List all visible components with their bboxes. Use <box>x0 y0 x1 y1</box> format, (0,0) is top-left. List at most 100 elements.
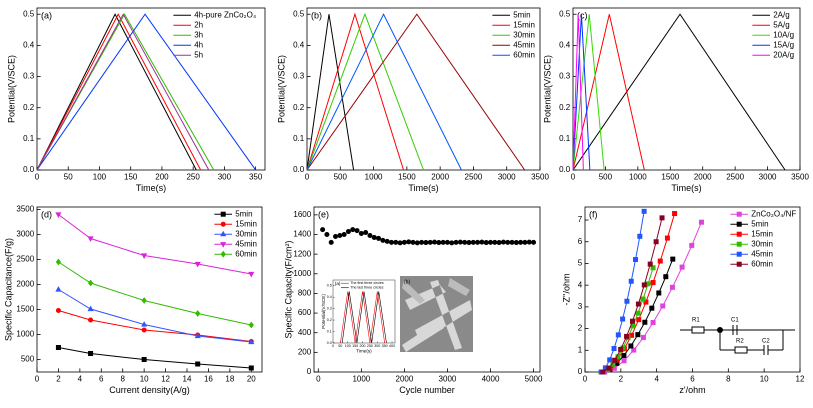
legend-label: ZnCo₂O₄/NF <box>751 209 796 218</box>
x-tick-label: 200 <box>360 344 366 348</box>
marker <box>620 316 626 322</box>
x-tick-label: 6 <box>690 374 695 383</box>
legend-label: 4h-pure ZnCo₂O₄ <box>194 10 256 19</box>
y-tick-label: 0.5 <box>293 9 305 18</box>
panel-label: (c) <box>577 10 588 20</box>
series-line <box>36 13 202 171</box>
x-tick-label: 5000 <box>525 374 543 383</box>
marker <box>354 228 360 234</box>
legend-label: 30min <box>235 229 257 238</box>
y-axis-title: Specific Capacitance(F/g) <box>3 238 13 341</box>
marker <box>612 357 618 363</box>
marker <box>367 232 373 238</box>
marker <box>384 238 390 244</box>
series-line <box>572 14 591 171</box>
x-tick-label: 3000 <box>498 172 516 181</box>
y-tick-label: 1 <box>578 345 583 354</box>
marker <box>531 239 537 245</box>
marker <box>628 278 634 284</box>
panel-label: (e) <box>318 209 329 219</box>
marker <box>419 239 425 245</box>
marker <box>466 240 472 246</box>
y-axis-title: Specific Capacity(F/cm²) <box>283 240 293 338</box>
legend-label: 45min <box>235 239 257 248</box>
y-tick-label: 3 <box>578 302 583 311</box>
marker <box>647 261 653 267</box>
y-tick-label: 800 <box>298 289 312 298</box>
marker <box>55 345 61 350</box>
y-tick-label: 1500 <box>16 305 34 314</box>
marker <box>328 239 334 245</box>
marker <box>656 290 662 296</box>
y-tick-label: 0.4 <box>559 40 571 49</box>
y-tick-label: 0 <box>307 367 312 376</box>
marker <box>410 239 416 245</box>
marker <box>457 239 463 245</box>
x-tick-label: 1500 <box>398 172 416 181</box>
legend-label: 5min <box>235 209 252 218</box>
circuit-label: C2 <box>762 339 770 345</box>
y-tick-label: 0.4 <box>23 40 35 49</box>
legend-label: 5min <box>513 10 530 19</box>
marker <box>611 346 617 352</box>
series-line <box>306 14 355 171</box>
marker <box>669 284 675 290</box>
y-tick-label: 0.3 <box>559 72 571 81</box>
x-axis-title: Cycle number <box>399 385 455 395</box>
x-tick-label: 8 <box>726 374 731 383</box>
x-tick-label: 400 <box>389 344 395 348</box>
marker <box>87 279 94 287</box>
marker <box>496 240 502 246</box>
plot-frame <box>36 7 266 171</box>
legend-label: 5h <box>194 50 203 59</box>
marker <box>621 353 627 358</box>
panel-label: (a) <box>335 281 341 286</box>
legend-label: 60min <box>235 249 257 258</box>
marker <box>689 242 695 248</box>
legend-marker <box>736 211 742 217</box>
x-tick-label: 250 <box>367 344 373 348</box>
marker <box>479 239 485 245</box>
marker <box>487 239 493 245</box>
marker <box>483 240 489 246</box>
y-tick-label: 2000 <box>16 280 34 289</box>
y-tick-label: 0.3 <box>23 72 35 81</box>
legend-label: The first three circles <box>350 281 384 285</box>
series-line <box>572 14 584 171</box>
x-tick-label: 6 <box>99 374 104 383</box>
marker <box>650 280 656 286</box>
marker <box>397 240 403 246</box>
series-line <box>340 291 385 344</box>
marker <box>618 346 624 352</box>
marker <box>509 239 515 245</box>
marker <box>615 332 621 338</box>
sem-texture <box>402 278 470 304</box>
marker <box>640 296 646 302</box>
circuit <box>680 325 795 355</box>
x-tick-label: 0 <box>332 344 334 348</box>
marker <box>341 232 347 237</box>
marker <box>444 239 450 245</box>
y-axis-title: Potential(V/SCE) <box>542 55 552 123</box>
marker <box>513 240 519 246</box>
marker <box>248 365 254 371</box>
marker <box>440 239 446 245</box>
marker <box>659 215 665 221</box>
y-tick-label: 0.0 <box>559 165 571 174</box>
x-tick-label: 3500 <box>531 172 549 181</box>
marker <box>640 334 646 340</box>
series-line <box>341 291 387 344</box>
legend-label: 3h <box>194 30 203 39</box>
marker <box>376 235 382 241</box>
marker <box>636 317 642 323</box>
x-tick-label: 350 <box>382 344 388 348</box>
legend-marker <box>736 261 742 267</box>
legend-label: 5A/g <box>773 20 789 29</box>
marker <box>698 219 704 225</box>
marker <box>436 240 442 246</box>
marker <box>453 239 459 245</box>
x-tick-label: 10 <box>760 374 769 383</box>
x-tick-label: 2500 <box>726 172 744 181</box>
panel-label: (a) <box>41 10 52 20</box>
marker <box>406 239 412 245</box>
